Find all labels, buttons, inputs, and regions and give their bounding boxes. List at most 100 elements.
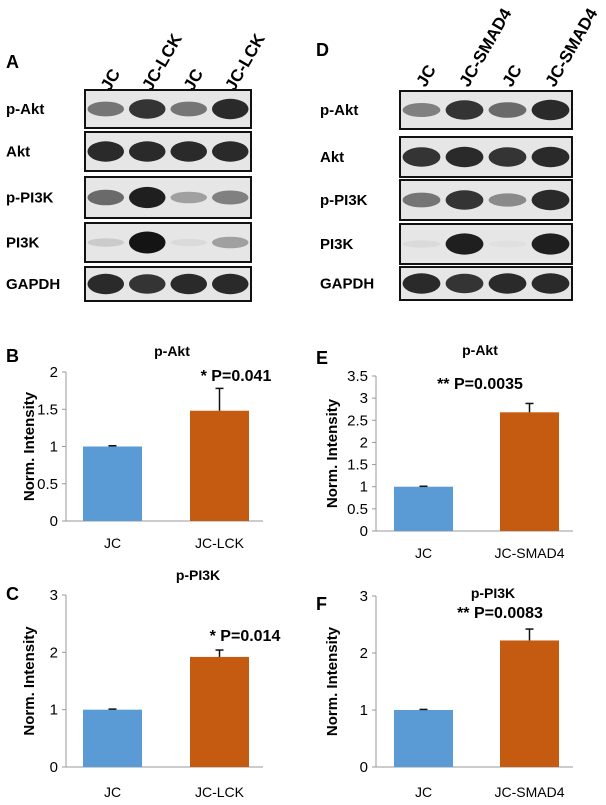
y-tick-label: 1.5 (37, 401, 58, 418)
blot-band (402, 273, 441, 294)
blot-band (445, 233, 484, 255)
y-tick-label: 1 (360, 479, 368, 496)
blot-band (170, 191, 208, 204)
x-category-label: JC (415, 545, 432, 561)
blot-band (87, 189, 125, 206)
blot-band (488, 273, 527, 294)
chart-title: p-Akt (154, 343, 190, 359)
blot-band (531, 273, 570, 294)
chart-title: p-PI3K (176, 567, 220, 583)
blot-band (211, 190, 249, 205)
blot-row-label: p-PI3K (6, 190, 54, 207)
blot-band (211, 236, 249, 249)
blot-band (211, 141, 249, 162)
blot-band (445, 146, 484, 168)
chart-title: p-PI3K (471, 585, 515, 601)
bar (190, 410, 249, 521)
y-tick-label: 1.5 (347, 457, 368, 474)
panel-letter-a: A (6, 52, 19, 72)
x-category-label: JC-LCK (195, 535, 245, 551)
y-tick-label: 3.5 (347, 368, 368, 385)
blot-band (488, 147, 527, 167)
blot-row-label: p-PI3K (320, 192, 368, 209)
blot-band (87, 273, 125, 295)
y-axis-label: Norm. Intensity (21, 626, 38, 736)
x-category-label: JC-LCK (195, 784, 245, 800)
p-value-annotation: * P=0.041 (201, 368, 272, 385)
chart-title: p-Akt (462, 342, 498, 358)
blot-band (128, 186, 166, 209)
blot-band (531, 233, 570, 255)
blot-row-label: p-Akt (6, 101, 44, 118)
y-tick-label: 0 (360, 523, 368, 540)
y-axis-label: Norm. Intensity (324, 398, 341, 508)
y-tick-label: 0.5 (37, 476, 58, 493)
bar (500, 412, 559, 531)
blot-band (87, 101, 125, 117)
blot-row-label: PI3K (6, 235, 40, 252)
y-tick-label: 2.5 (347, 412, 368, 429)
blot-row-label: PI3K (320, 236, 354, 253)
bar (83, 446, 142, 521)
blot-band (211, 98, 249, 120)
y-tick-label: 1 (50, 702, 58, 719)
blot-band (402, 192, 441, 208)
bar (83, 709, 142, 767)
y-tick-label: 1 (50, 439, 58, 456)
bar (394, 710, 453, 767)
blot-band (128, 274, 166, 294)
x-category-label: JC-SMAD4 (494, 784, 564, 800)
y-tick-label: 2 (360, 645, 368, 662)
blot-band (128, 141, 166, 162)
blot-band (488, 240, 527, 248)
blot-band (170, 273, 208, 295)
panel-letter-f: F (316, 594, 327, 614)
blot-row-label: p-Akt (320, 102, 358, 119)
blot-band (170, 238, 208, 247)
bar (500, 640, 559, 767)
blot-band (531, 99, 570, 121)
x-category-label: JC (104, 535, 121, 551)
blot-band (531, 189, 570, 211)
blot-band (402, 103, 441, 117)
bar-charts-layer: p-Akt 0 0.5 1 1.5 2 Norm. Intensity JC JC-LCK * P… (21, 342, 573, 800)
y-tick-label: 3 (360, 588, 368, 605)
blot-band (445, 100, 484, 120)
p-value-annotation: ** P=0.0035 (437, 376, 523, 393)
blot-band (170, 101, 208, 117)
blot-band (488, 102, 527, 118)
bar (394, 486, 453, 531)
y-tick-label: 3 (360, 390, 368, 407)
blot-band (87, 238, 125, 247)
blot-band (531, 146, 570, 168)
blot-row-label: Akt (320, 149, 344, 166)
blot-band (402, 240, 441, 248)
y-tick-label: 2 (50, 364, 58, 381)
lane-label: JC-SMAD4 (542, 5, 602, 90)
y-tick-label: 2 (50, 644, 58, 661)
lane-label: JC (413, 62, 440, 90)
panel-letter-d: D (316, 40, 329, 60)
blot-band (211, 273, 249, 295)
blot-row-label: GAPDH (320, 276, 374, 293)
blot-band (488, 193, 527, 207)
blot-row-label: Akt (6, 144, 30, 161)
p-value-annotation: ** P=0.0083 (457, 605, 543, 622)
blot-band (128, 231, 166, 254)
blot-band (402, 147, 441, 167)
y-tick-label: 3 (50, 587, 58, 604)
blot-row-label: GAPDH (6, 276, 60, 293)
y-axis-label: Norm. Intensity (324, 626, 341, 736)
y-tick-label: 0 (50, 759, 58, 776)
bar (190, 656, 249, 767)
blot-band (445, 273, 484, 294)
lane-label: JC-LCK (221, 30, 269, 94)
x-category-label: JC (415, 784, 432, 800)
y-tick-label: 0 (360, 759, 368, 776)
y-tick-label: 0 (50, 513, 58, 530)
panel-letter-c: C (6, 584, 19, 604)
x-category-label: JC (104, 784, 121, 800)
blot-band (445, 190, 484, 210)
blot-band (128, 99, 166, 119)
